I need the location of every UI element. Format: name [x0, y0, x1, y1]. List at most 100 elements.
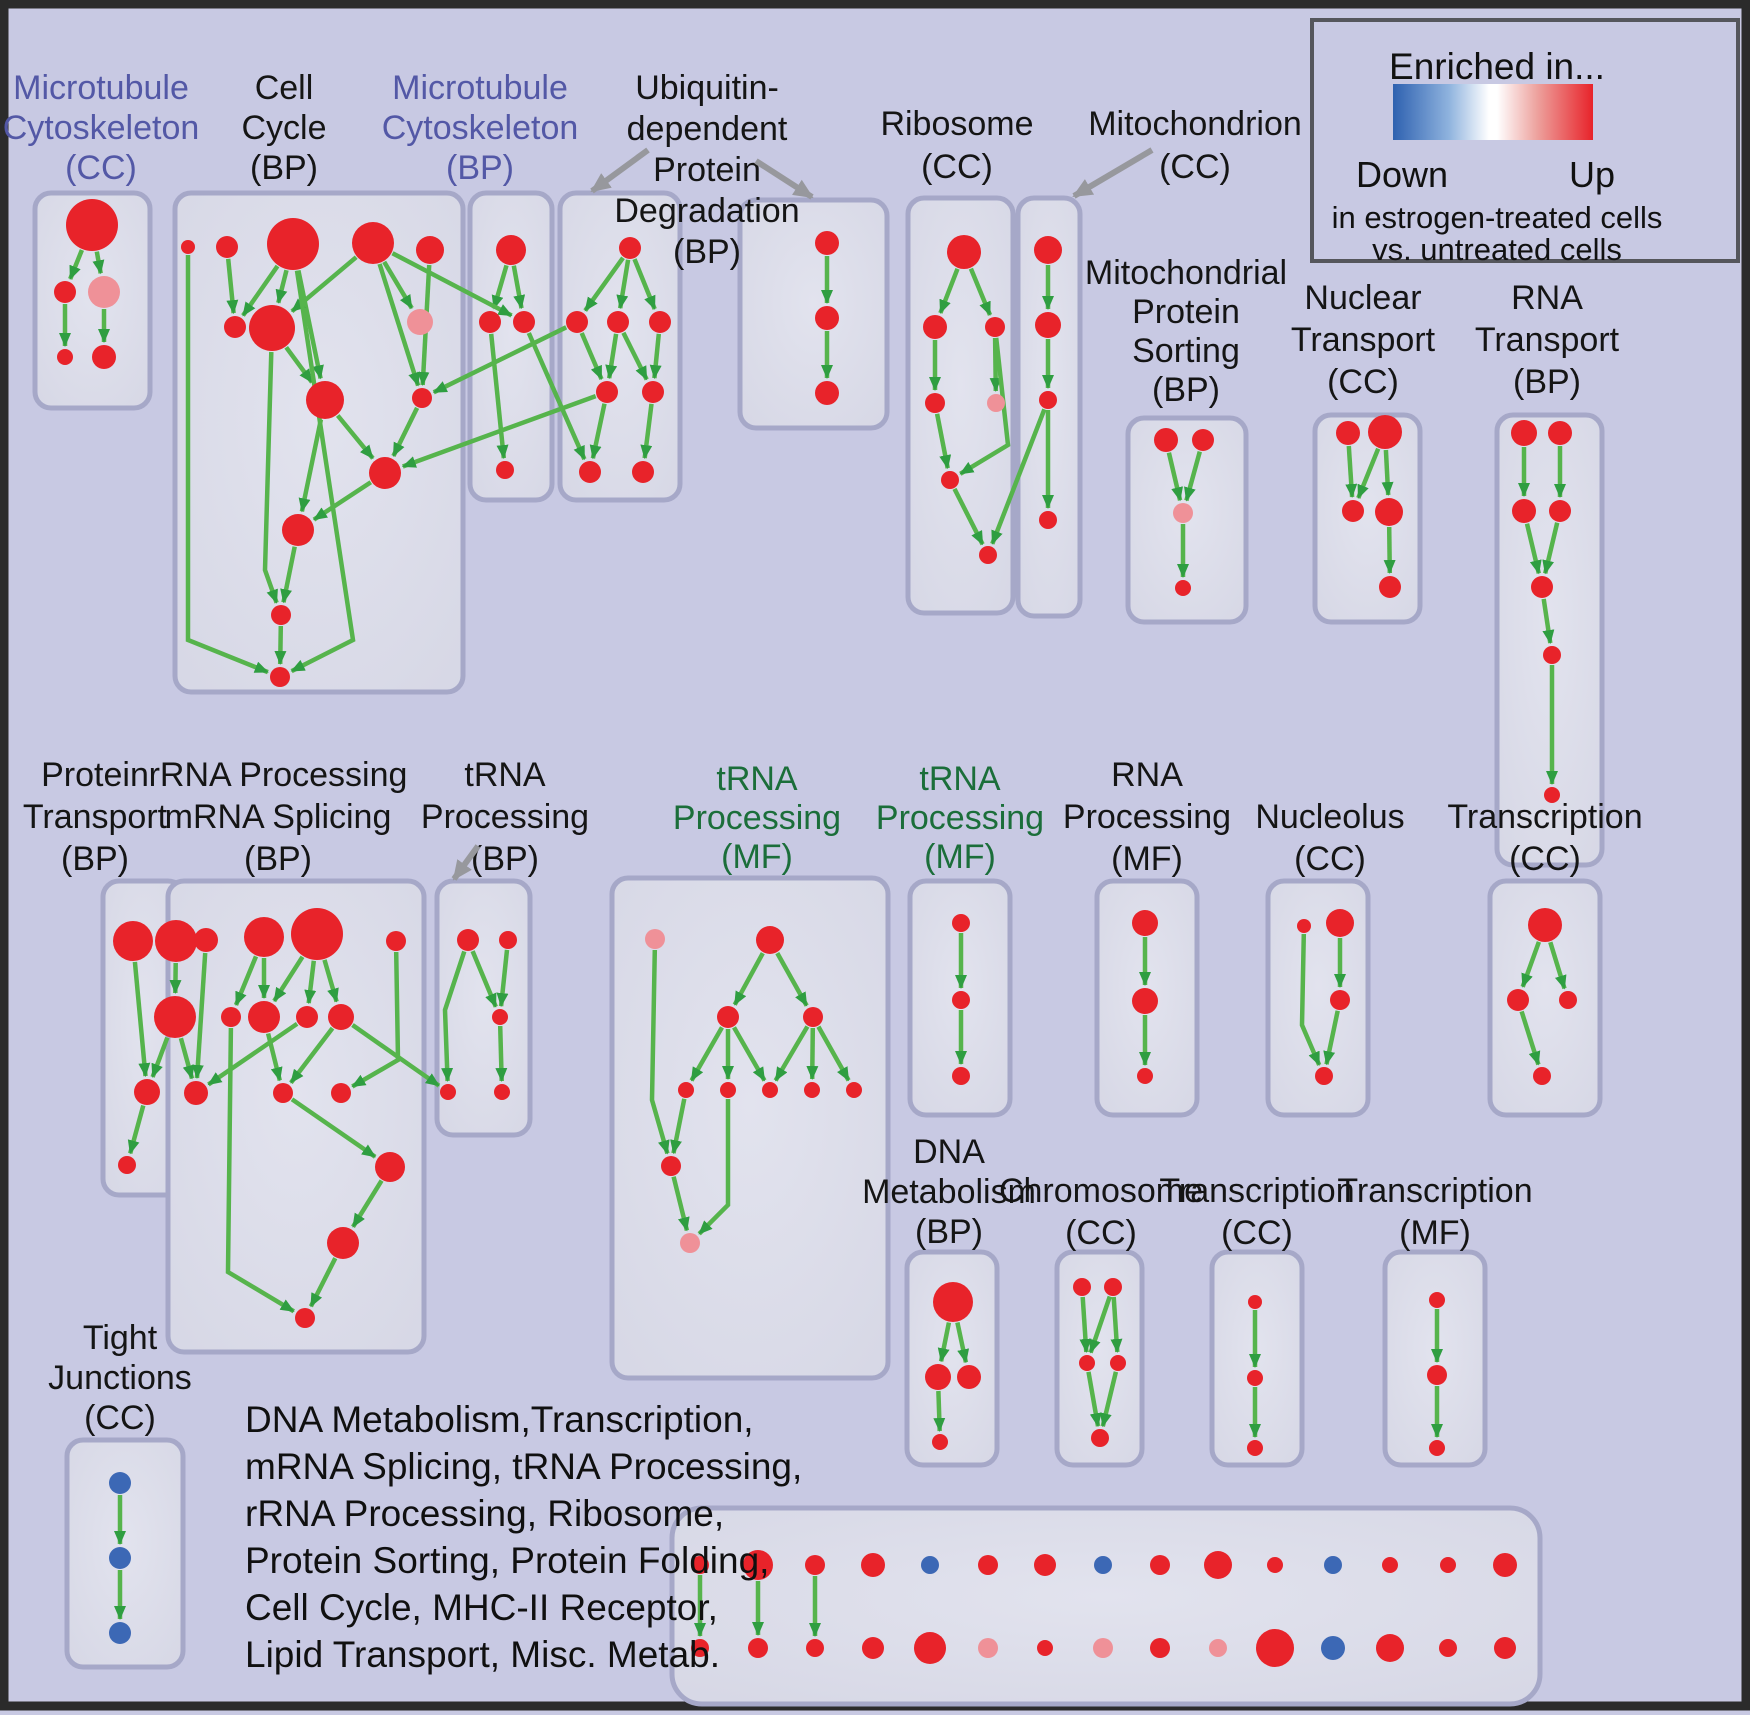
- summary-strip-node-14: [1493, 1553, 1517, 1577]
- ubiquitin-dependent-protein-degradation-bp-node-3: [649, 311, 671, 333]
- trna-processing-bp-edge-3: [495, 1025, 508, 1082]
- chromosome-cc-edge-0: [1079, 1296, 1092, 1353]
- chromosome-cc-node-3: [1110, 1355, 1126, 1371]
- trna-processing-bp-node-4: [494, 1084, 510, 1100]
- transcription-cc-1-label: Transcription (CC): [1447, 798, 1642, 878]
- cell-cycle-bp-edge-16: [262, 351, 279, 604]
- rrna-processing-mrna-splicing-bp-node-11: [375, 1152, 405, 1182]
- cell-cycle-bp-edge-0: [225, 258, 239, 315]
- dna-metabolism-bp-label: DNA Metabolism (BP): [862, 1133, 1036, 1251]
- trna-processing-mf-1-node-10: [680, 1233, 700, 1253]
- ubiquitin-dependent-protein-degradation-bp-node-9: [815, 306, 839, 330]
- protein-transport-bp-node-0: [113, 921, 153, 961]
- dna-metabolism-bp-node-1: [925, 1364, 951, 1390]
- chromosome-cc-box: [1054, 1249, 1145, 1468]
- cell-cycle-bp-edge-3: [296, 269, 324, 380]
- pointer-arrows: [451, 147, 1154, 881]
- rna-transport-bp-edge-4: [1541, 598, 1555, 645]
- summary-strip-node-3: [861, 1553, 885, 1577]
- trna-processing-bp-edge-2: [441, 950, 467, 1082]
- cell-cycle-bp-node-6: [249, 305, 295, 351]
- summary-strip-node-2: [805, 1555, 825, 1575]
- ribosome-cc-edge-5: [959, 337, 1011, 476]
- rrna-processing-mrna-splicing-bp-edge-5: [322, 959, 339, 1003]
- nuclear-transport-cc-edge-0: [1345, 445, 1358, 498]
- ubiquitin-dependent-protein-degradation-bp-edge-5: [649, 333, 662, 380]
- summary-strip-node-28: [1439, 1639, 1457, 1657]
- rrna-processing-mrna-splicing-bp-node-7: [328, 1004, 354, 1030]
- summary-strip-node-4: [921, 1556, 939, 1574]
- microtubule-cytoskeleton-cc-node-1: [54, 281, 76, 303]
- ubiquitin-dependent-protein-degradation-bp-edge-3: [579, 332, 604, 381]
- rna-transport-bp-node-0: [1511, 420, 1537, 446]
- summary-strip-node-27: [1376, 1634, 1404, 1662]
- transcription-cc-2-node-2: [1247, 1440, 1263, 1456]
- chromosome-cc-edge-3: [1086, 1371, 1102, 1428]
- tight-junctions-cc-node-1: [109, 1547, 131, 1569]
- trna-processing-bp-label: tRNA Processing (BP): [421, 756, 589, 878]
- microtubule-cytoskeleton-cc-edge-0: [68, 249, 84, 280]
- summary-note: DNA Metabolism,Transcription, mRNA Splic…: [245, 1399, 803, 1675]
- cell-cycle-bp-edge-9: [335, 414, 375, 460]
- legend-box: Enriched in... Down Up in estrogen-treat…: [1310, 18, 1740, 267]
- summary-strip-node-20: [978, 1638, 998, 1658]
- ubiquitin-dependent-protein-degradation-bp-node-0: [619, 237, 641, 259]
- nodes: [54, 199, 1577, 1667]
- dna-metabolism-bp-node-3: [932, 1434, 948, 1450]
- cell-cycle-bp-node-2: [267, 218, 319, 270]
- rna-transport-bp-node-5: [1543, 646, 1561, 664]
- ribosome-cc-node-4: [987, 394, 1005, 412]
- chromosome-cc-node-1: [1104, 1278, 1122, 1296]
- transcription-cc-2-node-0: [1248, 1295, 1262, 1309]
- mitochondrial-protein-sorting-bp-node-2: [1173, 503, 1193, 523]
- rrna-processing-mrna-splicing-bp-node-0: [194, 928, 218, 952]
- legend-title: Enriched in...: [1389, 46, 1605, 87]
- microtubule-cytoskeleton-cc-node-0: [66, 199, 118, 251]
- nucleolus-cc-label: Nucleolus (CC): [1255, 798, 1404, 878]
- cell-cycle-bp-node-7: [407, 309, 433, 335]
- cell-cycle-bp-edge-6: [377, 263, 421, 387]
- rrna-processing-mrna-splicing-bp-node-3: [386, 931, 406, 951]
- rrna-processing-mrna-splicing-bp-label: rRNA Processing mRNA Splicing (BP): [149, 756, 408, 878]
- transcription-cc-1-node-2: [1559, 991, 1577, 1009]
- cross-edge-0: [432, 325, 568, 395]
- transcription-cc-1-node-1: [1507, 989, 1529, 1011]
- cell-cycle-bp-node-8: [306, 381, 344, 419]
- rna-processing-mf-node-2: [1137, 1068, 1153, 1084]
- ribosome-cc-label: Ribosome (CC): [880, 105, 1033, 186]
- legend-subtitle-line2: vs. untreated cells: [1372, 232, 1622, 267]
- rna-transport-bp-node-1: [1548, 421, 1572, 445]
- ubiquitin-dependent-protein-degradation-bp-pointer-arrow-1: [754, 158, 814, 200]
- summary-strip-node-10: [1267, 1557, 1283, 1573]
- nuclear-transport-cc-edge-1: [1356, 447, 1381, 499]
- cell-cycle-bp-node-4: [416, 236, 444, 264]
- transcription-cc-1-node-0: [1528, 908, 1562, 942]
- trna-processing-mf-2-node-2: [952, 1067, 970, 1085]
- rrna-processing-mrna-splicing-bp-box: [165, 878, 427, 1355]
- protein-transport-bp-edge-3: [127, 1104, 146, 1155]
- summary-strip-node-22: [1093, 1638, 1113, 1658]
- ubiquitin-dependent-protein-degradation-bp-label: Ubiquitin-dependent Protein Degradation (BP…: [614, 69, 799, 271]
- ubiquitin-dependent-protein-degradation-bp-edge-4: [605, 333, 619, 380]
- cell-cycle-bp-edge-15: [185, 255, 269, 675]
- ribosome-cc-node-6: [979, 546, 997, 564]
- dna-metabolism-bp-edge-0: [937, 1322, 952, 1363]
- summary-strip-node-18: [862, 1637, 884, 1659]
- protein-transport-bp-node-2: [154, 996, 196, 1038]
- chromosome-cc-node-4: [1091, 1429, 1109, 1447]
- nuclear-transport-cc-label: Nuclear Transport (CC): [1291, 279, 1436, 401]
- ribosome-cc-edge-1: [968, 267, 993, 316]
- transcription-cc-2-label: Transcription (CC): [1159, 1172, 1354, 1252]
- trna-processing-mf-1-label: tRNA Processing (MF): [673, 760, 841, 876]
- ubiquitin-dependent-protein-degradation-bp-box-1: [557, 190, 683, 503]
- legend-down-label: Down: [1355, 154, 1449, 195]
- rrna-processing-mrna-splicing-bp-node-2: [291, 908, 343, 960]
- tight-junctions-cc-node-2: [109, 1622, 131, 1644]
- cell-cycle-bp-edge-8: [284, 345, 314, 384]
- ribosome-cc-edge-6: [952, 487, 985, 546]
- cross-edge-6: [178, 1037, 195, 1080]
- cell-cycle-bp-edge-1: [241, 264, 280, 317]
- rna-transport-bp-node-4: [1531, 576, 1553, 598]
- microtubule-cytoskeleton-bp-node-0: [496, 235, 526, 265]
